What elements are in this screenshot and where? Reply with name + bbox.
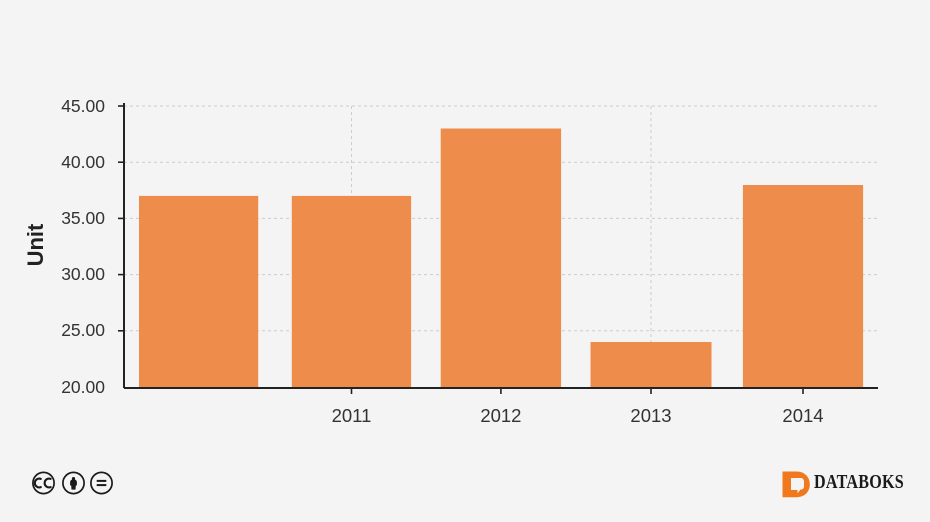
svg-text:Unit: Unit [23, 223, 48, 266]
svg-text:40.00: 40.00 [61, 152, 105, 172]
svg-text:25.00: 25.00 [61, 320, 105, 340]
svg-text:30.00: 30.00 [61, 264, 105, 284]
svg-text:2013: 2013 [630, 405, 671, 426]
svg-text:DATABOKS: DATABOKS [814, 471, 904, 493]
svg-text:2011: 2011 [332, 405, 372, 426]
svg-text:2012: 2012 [480, 405, 521, 426]
svg-text:2014: 2014 [782, 405, 823, 426]
svg-text:20.00: 20.00 [61, 377, 105, 397]
svg-text:45.00: 45.00 [61, 96, 105, 116]
svg-text:35.00: 35.00 [61, 208, 105, 228]
